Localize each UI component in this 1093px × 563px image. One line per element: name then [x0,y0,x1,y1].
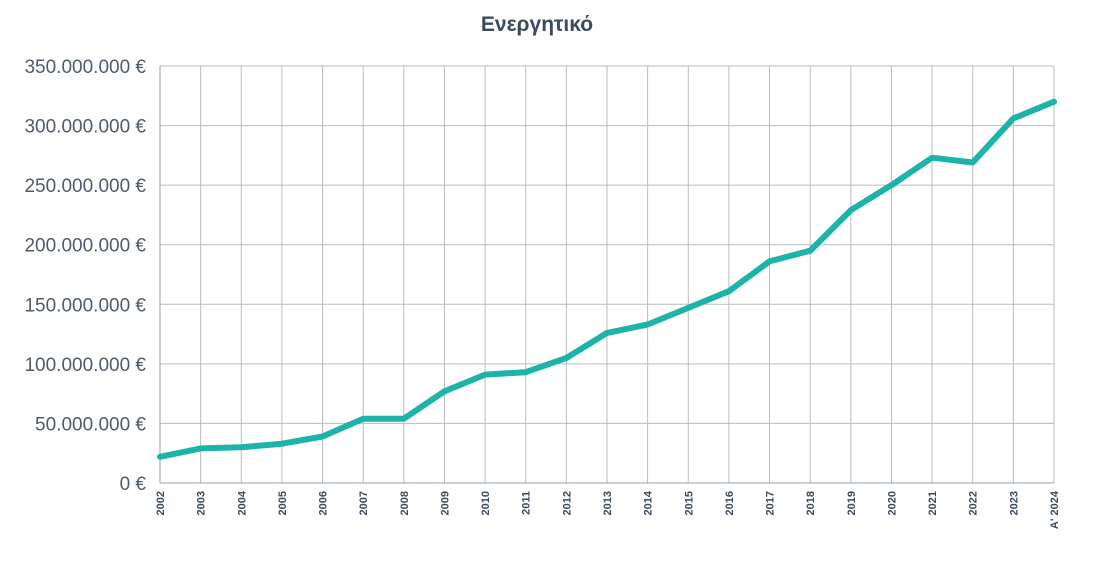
x-tick-label: 2012 [561,491,573,515]
y-tick-label: 150.000.000 € [24,295,146,316]
x-tick-label: Α' 2024 [1049,490,1061,529]
x-tick-label: 2008 [399,491,411,515]
x-tick-label: 2010 [480,491,492,515]
x-tick-label: 2014 [643,490,655,515]
series-layer [157,98,1057,460]
chart-title: Ενεργητικό [481,13,593,36]
x-tick-label: 2007 [358,491,370,515]
y-tick-label: 350.000.000 € [24,57,146,78]
x-tick-label: 2003 [196,491,208,515]
x-tick-label: 2020 [886,491,898,515]
y-tick-label: 50.000.000 € [35,414,146,435]
x-tick-label: 2022 [968,491,980,515]
x-tick-label: 2013 [602,491,614,515]
y-axis-tick-labels: 0 € 50.000.000 € 100.000.000 € 150.000.000 … [24,57,146,495]
x-tick-label: 2017 [765,491,777,515]
y-tick-label: 300.000.000 € [24,117,146,138]
x-tick-label: 2016 [724,491,736,515]
x-tick-label: 2005 [277,491,289,515]
x-tick-label: 2021 [927,491,939,515]
x-tick-label: 2004 [236,490,248,515]
x-tick-label: 2011 [521,491,533,515]
x-tick-label: 2019 [846,491,858,515]
y-tick-label: 100.000.000 € [24,355,146,376]
x-axis-tick-labels: 2002 2003 2004 2005 2006 2007 2008 2009 2010 2011… [155,490,1061,529]
x-tick-label: 2006 [318,491,330,515]
x-tick-label: 2009 [439,491,451,515]
x-tick-label: 2018 [805,491,817,515]
x-tick-label: 2023 [1008,491,1020,515]
y-tick-label: 250.000.000 € [24,176,146,197]
x-tick-label: 2002 [155,491,167,515]
axes [159,66,1054,484]
gridlines [159,65,1055,484]
y-tick-label: 0 € [120,474,147,495]
y-tick-label: 200.000.000 € [24,236,146,257]
x-tick-label: 2015 [683,491,695,515]
